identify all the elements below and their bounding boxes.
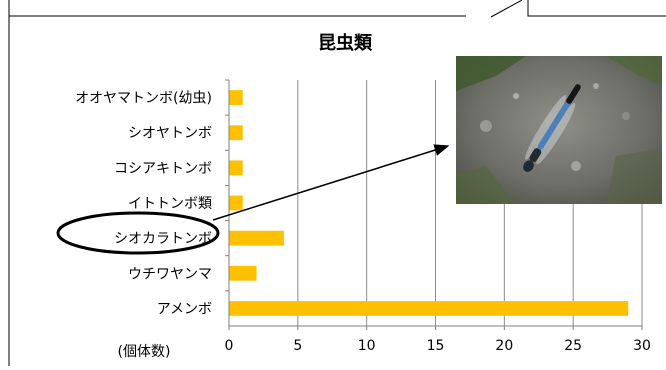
dragonfly-photo-icon (456, 56, 662, 204)
category-label: シオヤトンボ (128, 126, 212, 142)
dragonfly-photo (456, 56, 662, 204)
bar (229, 160, 243, 176)
x-tick-label: 30 (633, 338, 651, 354)
highlight-ellipse (56, 211, 220, 255)
bar (229, 230, 285, 246)
category-label: イトトンボ類 (128, 196, 212, 212)
bar (229, 301, 629, 316)
x-tick-label: 15 (427, 338, 445, 354)
bar (229, 90, 243, 105)
x-tick-label: 0 (225, 338, 234, 354)
category-label: アメンボ (157, 301, 212, 317)
x-tick-label: 20 (495, 338, 513, 354)
category-label: ウチワヤンマ (128, 266, 212, 282)
x-tick-label: 25 (564, 338, 582, 354)
annotation-arrow (212, 144, 450, 221)
bar (229, 195, 243, 211)
x-tick-label: 5 (293, 338, 302, 354)
x-tick-labels: 0 5 10 15 20 25 30 (225, 326, 651, 354)
x-axis-label: (個体数) (118, 344, 171, 360)
category-labels: オオヤマトンボ(幼虫) シオヤトンボコシアキトンボイトトンボ類シオカラトンボウチワ… (75, 79, 229, 317)
annotation-line-top (490, 0, 523, 18)
chart-title: 昆虫類 (318, 32, 373, 54)
category-label: コシアキトンボ (114, 161, 212, 177)
x-tick-label: 10 (358, 338, 376, 354)
bar (229, 125, 243, 141)
category-label: シオカラトンボ (114, 231, 212, 247)
category-label: オオヤマトンボ(幼虫) (75, 91, 212, 107)
bars (229, 90, 629, 316)
chart-border-top-right (527, 0, 666, 17)
bar (229, 265, 257, 281)
